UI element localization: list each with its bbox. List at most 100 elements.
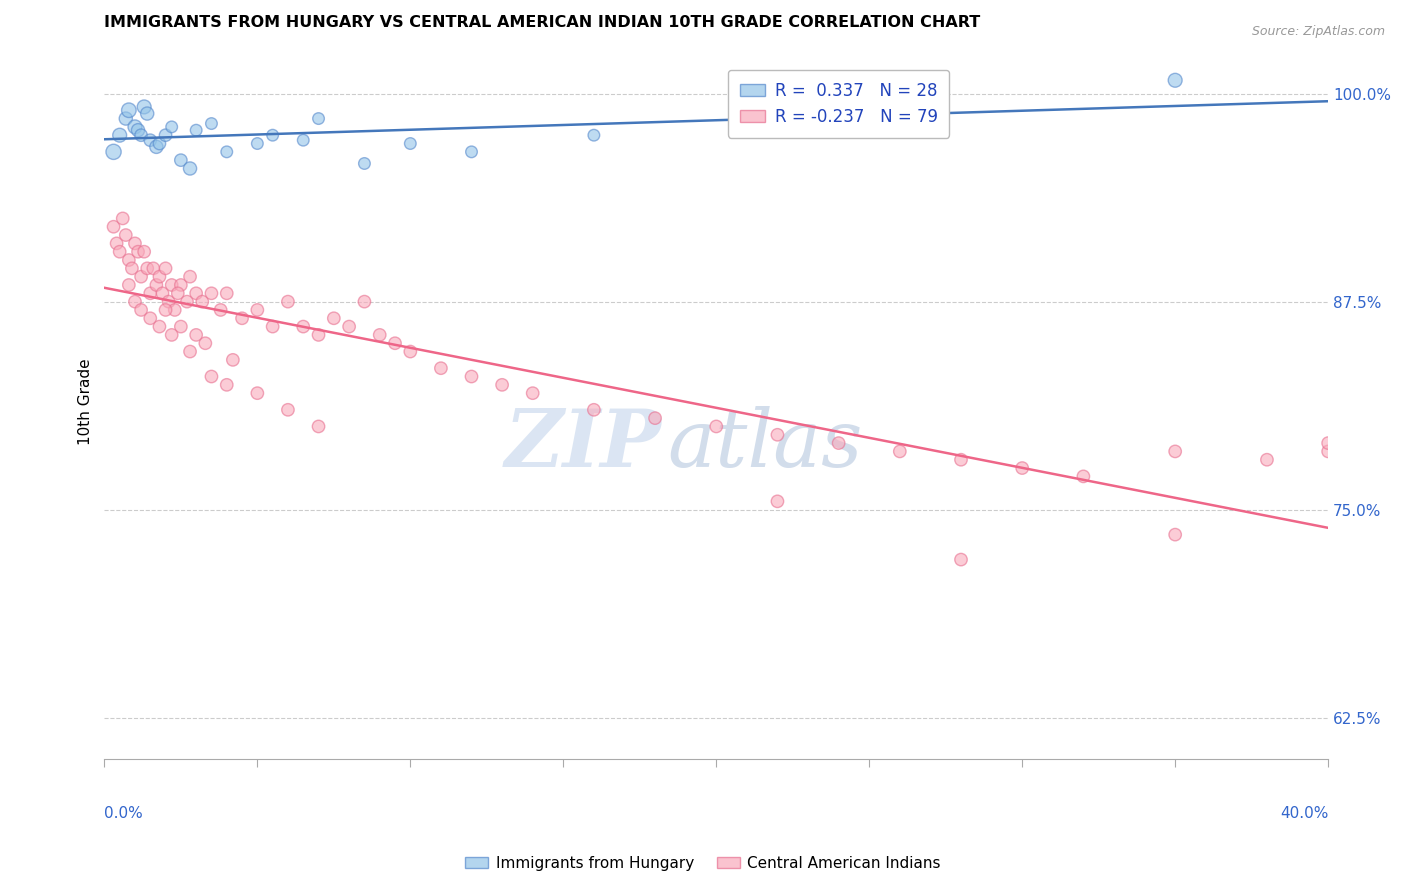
- Point: [491, 377, 513, 392]
- Point: [460, 145, 482, 159]
- Text: IMMIGRANTS FROM HUNGARY VS CENTRAL AMERICAN INDIAN 10TH GRADE CORRELATION CHART: IMMIGRANTS FROM HUNGARY VS CENTRAL AMERI…: [104, 15, 980, 30]
- Legend: R =  0.337   N = 28, R = -0.237   N = 79: R = 0.337 N = 28, R = -0.237 N = 79: [728, 70, 949, 137]
- Point: [108, 128, 131, 143]
- Point: [644, 411, 666, 425]
- Point: [103, 219, 125, 234]
- Point: [155, 261, 177, 276]
- Point: [148, 136, 170, 151]
- Point: [157, 294, 180, 309]
- Point: [127, 123, 149, 137]
- Point: [200, 369, 222, 384]
- Point: [103, 145, 125, 159]
- Point: [200, 286, 222, 301]
- Point: [118, 103, 141, 118]
- Point: [1317, 436, 1340, 450]
- Point: [1256, 452, 1278, 467]
- Point: [384, 336, 406, 351]
- Point: [155, 302, 177, 317]
- Point: [166, 286, 188, 301]
- Point: [1164, 527, 1187, 541]
- Point: [155, 128, 177, 143]
- Point: [1164, 444, 1187, 458]
- Legend: Immigrants from Hungary, Central American Indians: Immigrants from Hungary, Central America…: [458, 850, 948, 877]
- Point: [308, 112, 330, 126]
- Point: [766, 494, 789, 508]
- Point: [129, 302, 152, 317]
- Point: [460, 369, 482, 384]
- Point: [108, 244, 131, 259]
- Point: [139, 286, 162, 301]
- Point: [215, 145, 238, 159]
- Point: [145, 140, 167, 154]
- Point: [136, 261, 159, 276]
- Point: [308, 327, 330, 342]
- Point: [148, 269, 170, 284]
- Point: [950, 552, 973, 566]
- Point: [124, 294, 146, 309]
- Point: [1011, 461, 1033, 475]
- Point: [215, 377, 238, 392]
- Point: [200, 117, 222, 131]
- Point: [766, 427, 789, 442]
- Point: [134, 100, 156, 114]
- Point: [582, 402, 605, 417]
- Point: [139, 133, 162, 147]
- Point: [827, 436, 849, 450]
- Point: [246, 302, 269, 317]
- Point: [129, 128, 152, 143]
- Point: [186, 327, 208, 342]
- Point: [704, 419, 727, 434]
- Point: [277, 402, 299, 417]
- Point: [170, 153, 193, 168]
- Point: [160, 327, 183, 342]
- Point: [179, 344, 201, 359]
- Point: [170, 319, 193, 334]
- Y-axis label: 10th Grade: 10th Grade: [79, 359, 93, 445]
- Text: 40.0%: 40.0%: [1279, 805, 1329, 821]
- Point: [399, 136, 422, 151]
- Point: [105, 236, 128, 251]
- Point: [139, 311, 162, 326]
- Point: [152, 286, 174, 301]
- Point: [179, 161, 201, 176]
- Point: [170, 277, 193, 292]
- Point: [186, 123, 208, 137]
- Point: [118, 253, 141, 268]
- Point: [522, 386, 544, 401]
- Point: [262, 319, 284, 334]
- Point: [121, 261, 143, 276]
- Point: [262, 128, 284, 143]
- Point: [222, 352, 245, 367]
- Point: [1164, 73, 1187, 87]
- Point: [277, 294, 299, 309]
- Point: [163, 302, 186, 317]
- Point: [368, 327, 391, 342]
- Point: [134, 244, 156, 259]
- Text: Source: ZipAtlas.com: Source: ZipAtlas.com: [1251, 25, 1385, 38]
- Point: [136, 106, 159, 120]
- Point: [209, 302, 232, 317]
- Point: [194, 336, 217, 351]
- Point: [145, 277, 167, 292]
- Point: [215, 286, 238, 301]
- Point: [308, 419, 330, 434]
- Point: [353, 156, 375, 170]
- Point: [176, 294, 198, 309]
- Point: [124, 120, 146, 134]
- Point: [148, 319, 170, 334]
- Point: [292, 319, 315, 334]
- Point: [430, 361, 453, 376]
- Point: [353, 294, 375, 309]
- Point: [322, 311, 344, 326]
- Point: [160, 120, 183, 134]
- Point: [191, 294, 214, 309]
- Point: [129, 269, 152, 284]
- Point: [889, 444, 911, 458]
- Point: [582, 128, 605, 143]
- Point: [1073, 469, 1095, 483]
- Point: [118, 277, 141, 292]
- Point: [399, 344, 422, 359]
- Point: [124, 236, 146, 251]
- Point: [337, 319, 360, 334]
- Point: [246, 136, 269, 151]
